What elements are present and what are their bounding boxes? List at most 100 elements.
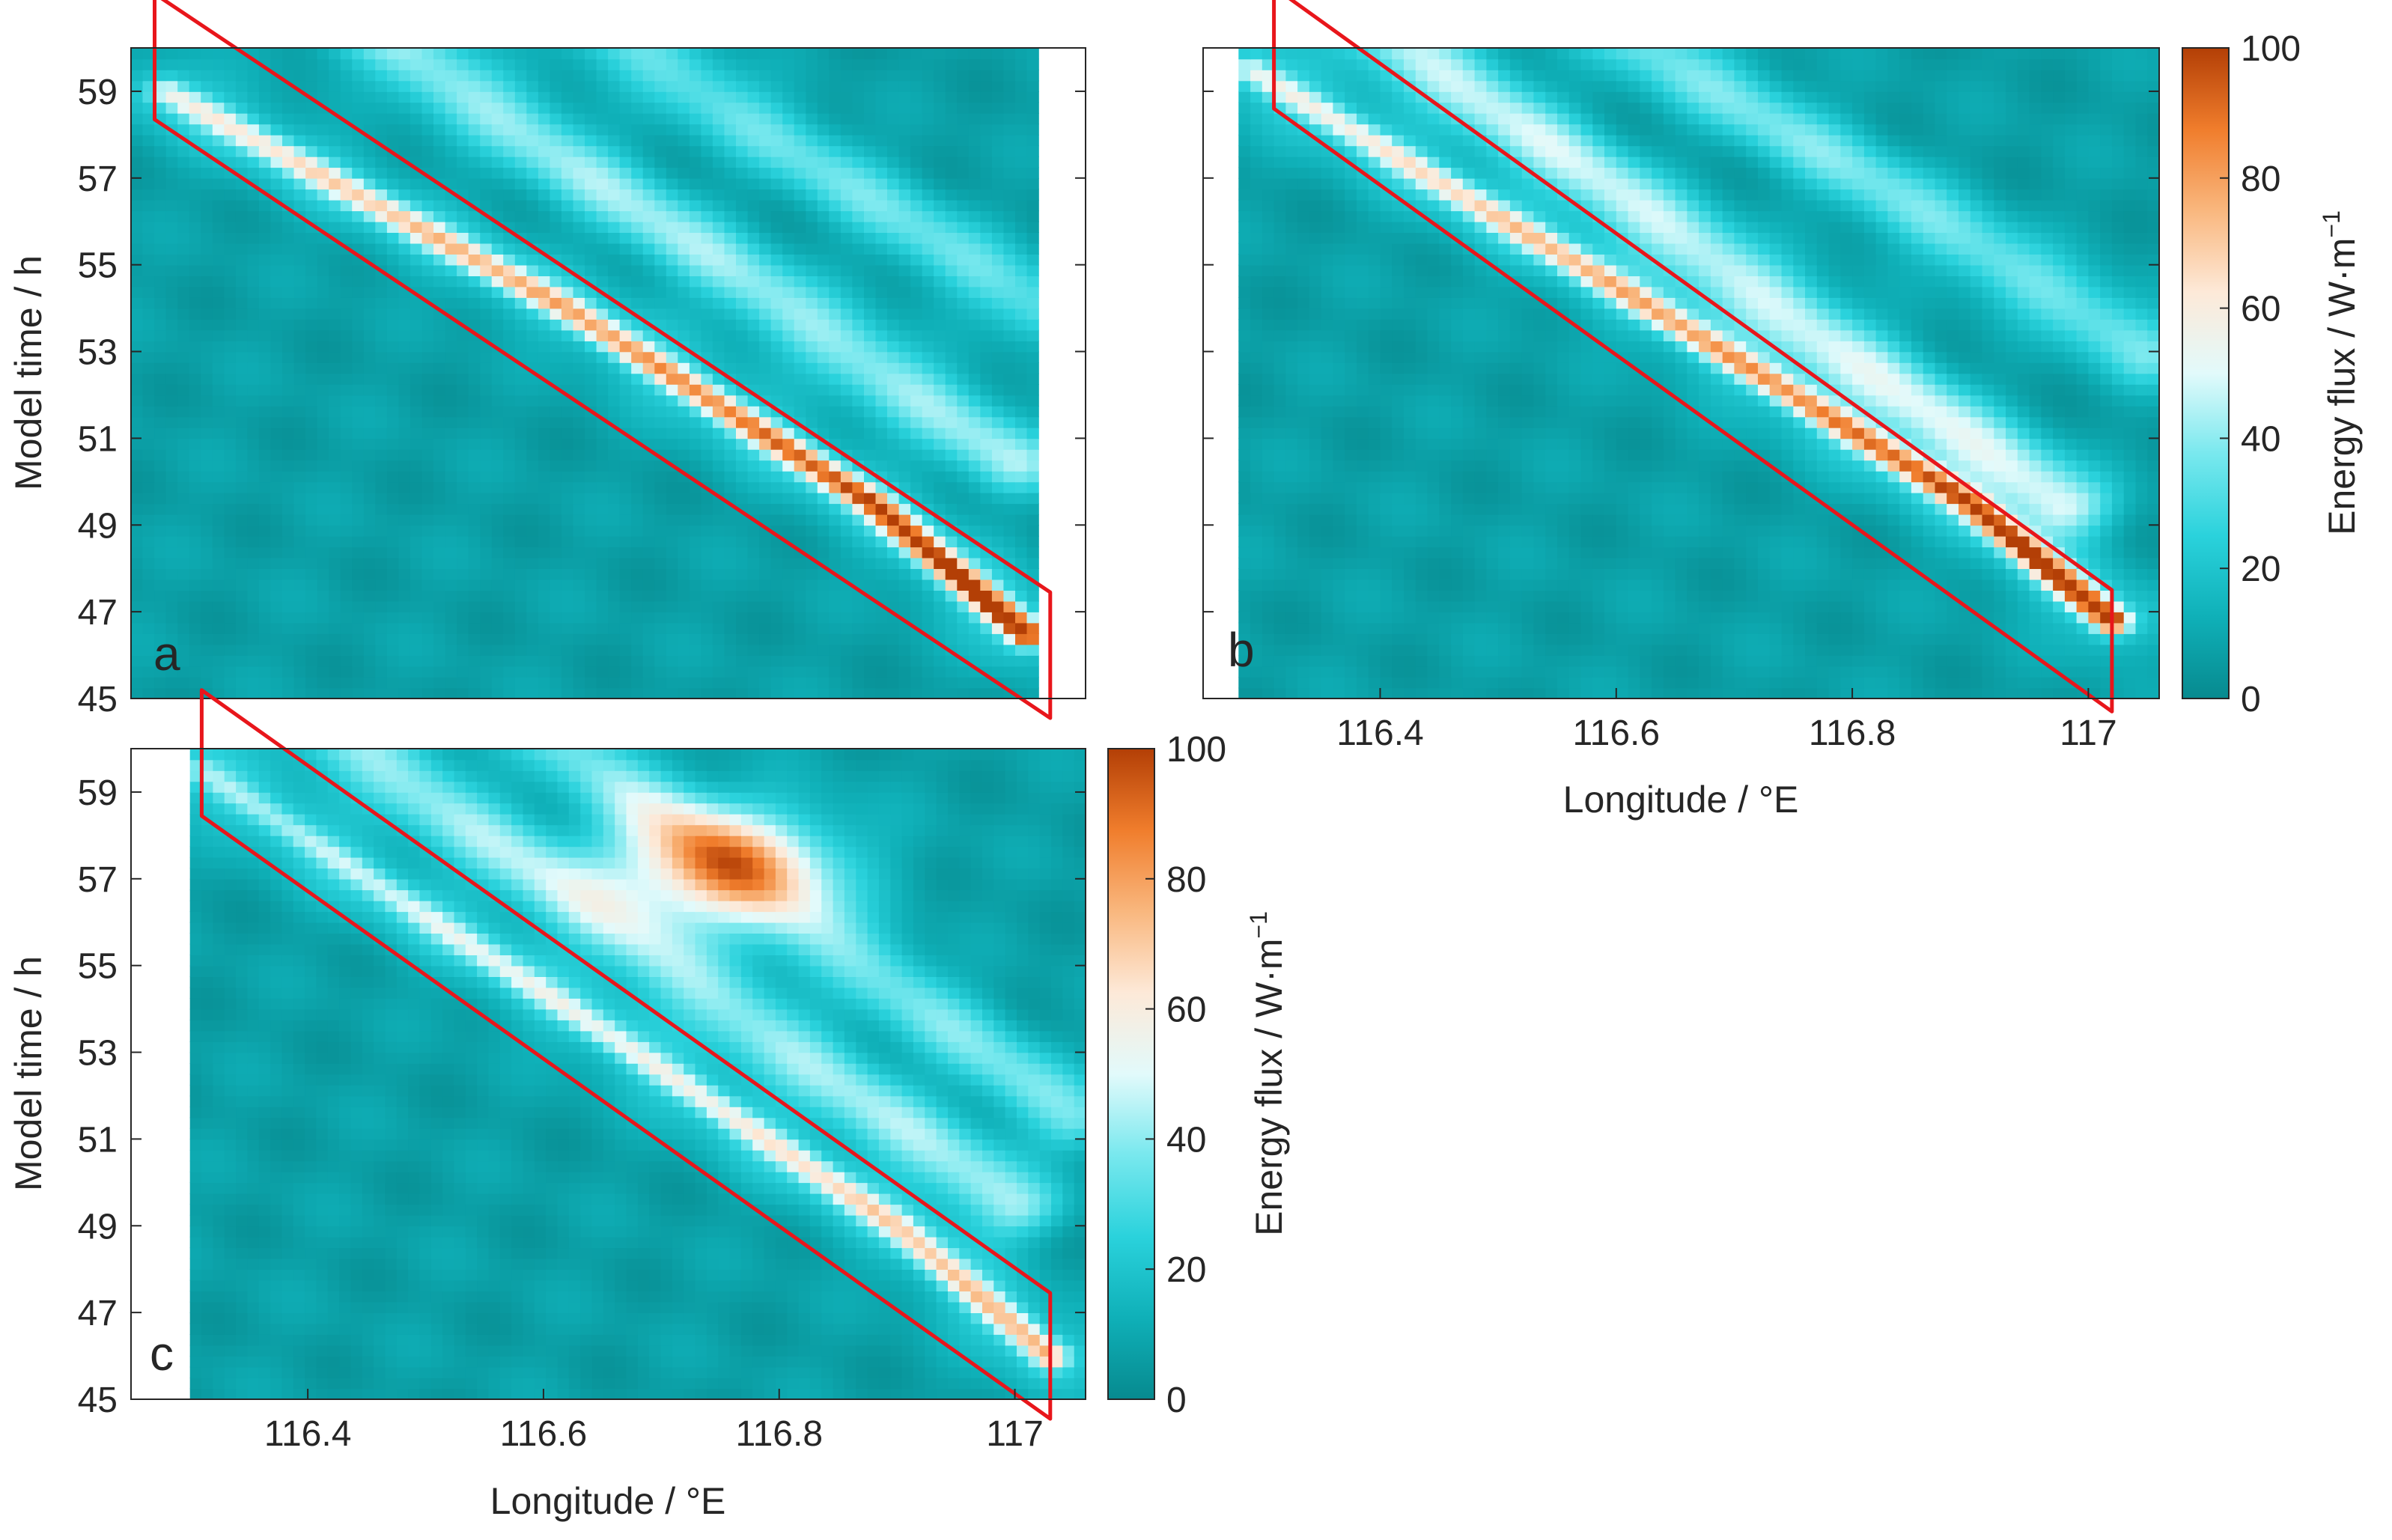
heatmap-cell [666, 243, 679, 255]
heatmap-cell [585, 189, 597, 201]
heatmap-cell [363, 91, 377, 103]
heatmap-cell [270, 416, 283, 428]
heatmap-cell [282, 264, 295, 276]
heatmap-cell [247, 243, 260, 255]
heatmap-cell [282, 232, 295, 244]
heatmap-cell [468, 622, 481, 634]
heatmap-cell [864, 177, 877, 190]
heatmap-cell [957, 341, 970, 353]
heatmap-cell [201, 557, 213, 569]
heatmap-cell [642, 134, 655, 147]
heatmap-cell [189, 633, 201, 645]
heatmap-cell [991, 308, 1005, 320]
heatmap-cell [398, 134, 411, 147]
heatmap-cell [898, 329, 911, 341]
heatmap-cell [293, 308, 306, 320]
heatmap-cell [235, 351, 249, 363]
heatmap-cell [282, 254, 295, 266]
heatmap-cell [934, 362, 946, 374]
heatmap-cell [817, 514, 830, 526]
heatmap-cell [1509, 655, 1523, 667]
heatmap-cell [794, 535, 806, 548]
heatmap-cell [596, 156, 609, 168]
heatmap-cell [968, 221, 982, 233]
heatmap-cell [898, 600, 911, 612]
heatmap-cell [352, 633, 365, 645]
heatmap-cell [329, 91, 341, 103]
heatmap-cell [701, 210, 713, 222]
heatmap-cell [945, 384, 958, 396]
heatmap-cell [619, 600, 632, 612]
heatmap-cell [689, 112, 702, 125]
heatmap-cell [293, 134, 306, 147]
heatmap-cell [410, 395, 423, 407]
heatmap-cell [596, 373, 609, 385]
heatmap-cell [759, 297, 772, 309]
heatmap-cell [573, 221, 585, 233]
heatmap-cell [165, 58, 178, 70]
heatmap-cell [526, 210, 539, 222]
heatmap-cell [131, 199, 144, 212]
heatmap-cell [945, 568, 958, 580]
heatmap-cell [585, 297, 597, 309]
heatmap-cell [654, 481, 667, 493]
heatmap-cell [957, 535, 970, 548]
heatmap-cell [317, 156, 329, 168]
heatmap-cell [852, 351, 865, 363]
heatmap-cell [142, 102, 155, 114]
heatmap-cell [864, 547, 877, 559]
heatmap-cell [980, 145, 993, 157]
heatmap-cell [782, 362, 795, 374]
heatmap-cell [585, 655, 597, 667]
heatmap-cell [258, 535, 272, 548]
heatmap-cell [258, 308, 272, 320]
heatmap-cell [1415, 666, 1428, 678]
heatmap-cell [212, 276, 225, 287]
heatmap-cell [910, 58, 923, 70]
heatmap-cell [619, 481, 632, 493]
heatmap-cell [957, 145, 970, 157]
heatmap-cell [212, 600, 225, 612]
heatmap-cell [480, 232, 493, 244]
heatmap-cell [445, 438, 457, 450]
heatmap-cell [201, 243, 213, 255]
heatmap-cell [293, 189, 306, 201]
heatmap-cell [305, 557, 318, 569]
heatmap-cell [759, 470, 772, 483]
heatmap-cell [689, 189, 702, 201]
heatmap-cell [526, 460, 539, 472]
heatmap-cell [747, 308, 760, 320]
heatmap-cell [1545, 655, 1558, 667]
heatmap-cell [806, 525, 818, 537]
heatmap-cell [177, 557, 190, 569]
heatmap-cell [642, 243, 655, 255]
heatmap-cell [1026, 406, 1039, 418]
heatmap-cell [142, 448, 155, 461]
heatmap-cell [305, 481, 318, 493]
heatmap-cell [898, 481, 911, 493]
heatmap-cell [759, 319, 772, 331]
heatmap-cell [189, 384, 201, 396]
heatmap-cell [642, 677, 655, 689]
heatmap-cell [131, 503, 144, 515]
heatmap-cell [235, 102, 249, 114]
heatmap-cell [1026, 189, 1039, 201]
heatmap-cell [619, 319, 632, 331]
heatmap-cell [666, 655, 679, 667]
heatmap-cell [235, 58, 249, 70]
heatmap-cell [794, 384, 806, 396]
heatmap-cell [398, 80, 411, 92]
heatmap-cell [934, 492, 946, 505]
heatmap-cell [131, 58, 144, 70]
heatmap-cell [654, 264, 667, 276]
heatmap-cell [619, 254, 632, 266]
heatmap-cell [898, 448, 911, 461]
heatmap-cell [887, 58, 900, 70]
heatmap-cell [898, 677, 911, 689]
heatmap-cell [363, 416, 377, 428]
heatmap-cell [654, 254, 667, 266]
heatmap-cell [840, 590, 853, 602]
heatmap-cell [1947, 666, 1959, 678]
heatmap-cell [457, 167, 469, 179]
heatmap-cell [794, 666, 806, 678]
